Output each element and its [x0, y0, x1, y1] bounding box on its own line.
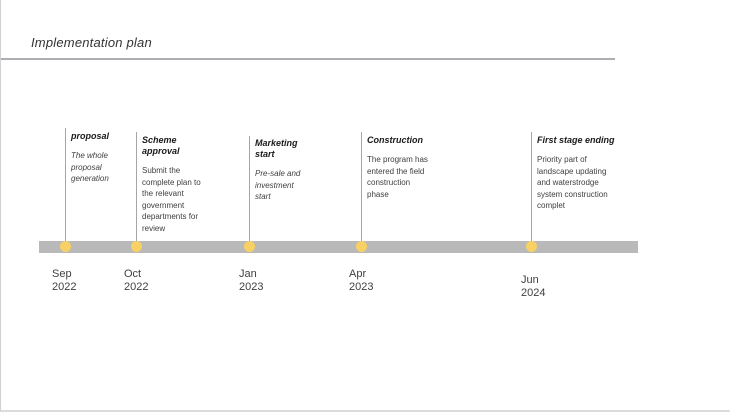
milestone-stem: [531, 132, 532, 247]
milestone-description: The program has entered the field constr…: [367, 155, 428, 199]
milestone-stem: [136, 132, 137, 247]
milestone-marketing-start: Marketing start Pre-sale and investment …: [249, 136, 313, 247]
milestone-date: Apr 2023: [349, 268, 374, 293]
milestone-date: Jun 2024: [521, 274, 546, 299]
page-title: Implementation plan: [31, 35, 152, 50]
milestone-stem: [361, 132, 362, 247]
timeline-dot: [356, 241, 367, 252]
milestone-description: Pre-sale and investment start: [255, 169, 301, 201]
title-underline: [1, 58, 615, 60]
milestone-description: The whole proposal generation: [71, 151, 109, 183]
timeline-dot: [243, 241, 255, 252]
timeline-dot: [131, 241, 142, 252]
milestone-title: Construction: [367, 135, 423, 145]
milestone-title: Marketing start: [255, 138, 298, 159]
milestone-construction: Construction The program has entered the…: [361, 132, 439, 247]
milestone-scheme-approval: Scheme approval Submit the complete plan…: [136, 132, 212, 247]
milestone-date: Sep 2022: [52, 268, 77, 293]
milestone-first-stage-ending: First stage ending Priority part of land…: [531, 132, 623, 247]
milestone-proposal: proposal The whole proposal generation: [65, 128, 129, 247]
milestone-title: First stage ending: [537, 135, 615, 145]
milestone-title: proposal: [71, 131, 110, 141]
timeline-dot: [525, 241, 537, 252]
milestone-description: Priority part of landscape updating and …: [537, 155, 608, 210]
timeline-bar: [39, 241, 638, 253]
milestone-stem: [65, 128, 66, 247]
timeline-dot: [60, 241, 71, 252]
milestone-description: Submit the complete plan to the relevant…: [142, 166, 201, 233]
milestone-date: Oct 2022: [124, 268, 149, 293]
milestone-date: Jan 2023: [239, 268, 264, 293]
milestone-title: Scheme approval: [142, 135, 180, 156]
milestone-stem: [249, 136, 250, 247]
